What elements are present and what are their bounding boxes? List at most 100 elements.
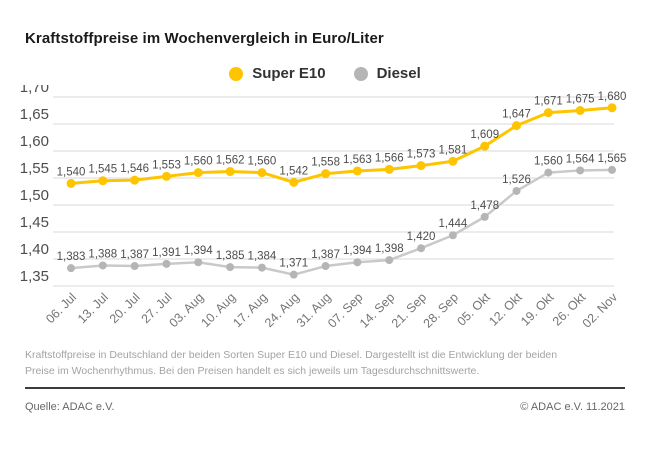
data-point xyxy=(543,108,553,118)
data-point xyxy=(161,171,171,181)
y-tick-label: 1,65 xyxy=(20,106,49,123)
data-label: 1,565 xyxy=(598,153,627,165)
data-point xyxy=(448,231,457,240)
data-label: 1,553 xyxy=(152,159,181,171)
data-point xyxy=(257,263,266,272)
data-label: 1,444 xyxy=(438,218,467,230)
data-point xyxy=(257,168,267,178)
data-point xyxy=(608,165,616,174)
x-tick-label: 20. Jul xyxy=(107,290,143,326)
legend-item-super-e10: Super E10 xyxy=(229,65,326,82)
data-label: 1,562 xyxy=(216,155,245,167)
data-point xyxy=(130,175,140,185)
x-tick-label: 10. Aug xyxy=(198,290,238,330)
data-label: 1,526 xyxy=(502,174,531,186)
data-label: 1,573 xyxy=(407,149,436,161)
y-tick-label: 1,60 xyxy=(20,133,49,150)
data-label: 1,394 xyxy=(184,245,213,257)
data-point xyxy=(226,263,235,272)
data-point xyxy=(162,259,171,268)
source-label: Quelle: ADAC e.V. xyxy=(25,401,115,413)
series-super-e10: 1,540 1,545 1,546 1,553 1,560 1,562 1,5601,542… xyxy=(57,91,627,188)
data-point xyxy=(98,261,107,270)
data-point xyxy=(194,258,203,267)
data-point xyxy=(66,178,76,188)
data-point xyxy=(385,256,394,265)
data-point xyxy=(225,167,235,177)
data-label: 1,564 xyxy=(566,153,595,165)
x-tick-label: 19. Okt xyxy=(518,290,557,329)
data-label: 1,647 xyxy=(502,109,531,121)
data-point xyxy=(130,262,139,271)
data-label: 1,558 xyxy=(311,157,340,169)
y-tick-label: 1,50 xyxy=(20,187,49,204)
data-label: 1,383 xyxy=(57,251,86,263)
data-label: 1,671 xyxy=(534,96,563,108)
x-tick-label: 12. Okt xyxy=(486,290,525,329)
copyright-label: © ADAC e.V. 11.2021 xyxy=(520,401,625,413)
x-tick-label: 06. Jul xyxy=(43,290,79,326)
data-point xyxy=(544,168,553,177)
data-point xyxy=(353,258,362,267)
x-tick-label: 05. Okt xyxy=(454,290,493,329)
x-tick-label: 17. Aug xyxy=(230,290,270,330)
data-label: 1,388 xyxy=(88,248,117,260)
data-label: 1,680 xyxy=(598,91,627,103)
chart-description: Kraftstoffpreise in Deutschland der beid… xyxy=(25,349,558,378)
y-tick-label: 1,45 xyxy=(20,214,49,231)
data-label: 1,387 xyxy=(311,249,340,261)
data-label: 1,566 xyxy=(375,152,404,164)
x-tick-label: 03. Aug xyxy=(167,290,207,330)
data-point xyxy=(289,270,298,279)
data-point xyxy=(576,166,585,175)
data-label: 1,542 xyxy=(279,165,308,177)
data-label: 1,560 xyxy=(248,156,277,168)
data-label: 1,478 xyxy=(470,200,499,212)
y-tick-label: 1,55 xyxy=(20,160,49,177)
data-point xyxy=(575,106,585,115)
data-label: 1,563 xyxy=(343,154,372,166)
data-point xyxy=(416,161,426,171)
data-label: 1,384 xyxy=(248,251,277,263)
y-tick-label: 1,40 xyxy=(20,241,49,258)
data-label: 1,371 xyxy=(279,258,308,270)
data-label: 1,391 xyxy=(152,247,181,259)
data-label: 1,560 xyxy=(184,156,213,168)
data-label: 1,545 xyxy=(88,164,117,176)
source-row: Quelle: ADAC e.V. © ADAC e.V. 11.2021 xyxy=(25,401,625,413)
data-label: 1,398 xyxy=(375,243,404,255)
footer-divider xyxy=(25,387,625,389)
x-tick-label: 02. Nov xyxy=(580,290,621,331)
data-label: 1,560 xyxy=(534,156,563,168)
data-label: 1,540 xyxy=(57,166,86,178)
series-diesel: 1,383 1,388 1,387 1,391 1,394 1,385 1,3841,371… xyxy=(57,153,627,279)
legend-item-diesel: Diesel xyxy=(353,65,421,82)
legend-label-super-e10: Super E10 xyxy=(252,65,326,82)
data-label: 1,387 xyxy=(120,249,149,261)
data-point xyxy=(321,262,330,271)
x-tick-label: 13. Jul xyxy=(75,290,111,326)
legend-swatch-super-e10-icon xyxy=(229,66,244,81)
data-label: 1,581 xyxy=(438,144,467,156)
data-label: 1,394 xyxy=(343,245,372,257)
chart-legend: Super E10 Diesel xyxy=(0,65,650,82)
data-label: 1,546 xyxy=(120,163,149,175)
data-point xyxy=(448,156,458,166)
y-tick-label: 1,70 xyxy=(20,85,49,96)
data-point xyxy=(352,166,362,176)
data-point xyxy=(480,141,490,151)
chart-title: Kraftstoffpreise im Wochenvergleich in E… xyxy=(25,30,384,47)
y-tick-label: 1,35 xyxy=(20,268,49,285)
data-point xyxy=(607,103,617,113)
data-point xyxy=(193,168,203,178)
data-label: 1,420 xyxy=(407,231,436,243)
data-label: 1,385 xyxy=(216,250,245,262)
data-point xyxy=(480,212,489,221)
data-label: 1,609 xyxy=(470,129,499,141)
data-point xyxy=(67,264,75,273)
legend-label-diesel: Diesel xyxy=(376,65,421,82)
y-axis-labels: 1,70 1,65 1,60 1,55 1,50 1,45 1,40 1,35 xyxy=(20,85,49,285)
